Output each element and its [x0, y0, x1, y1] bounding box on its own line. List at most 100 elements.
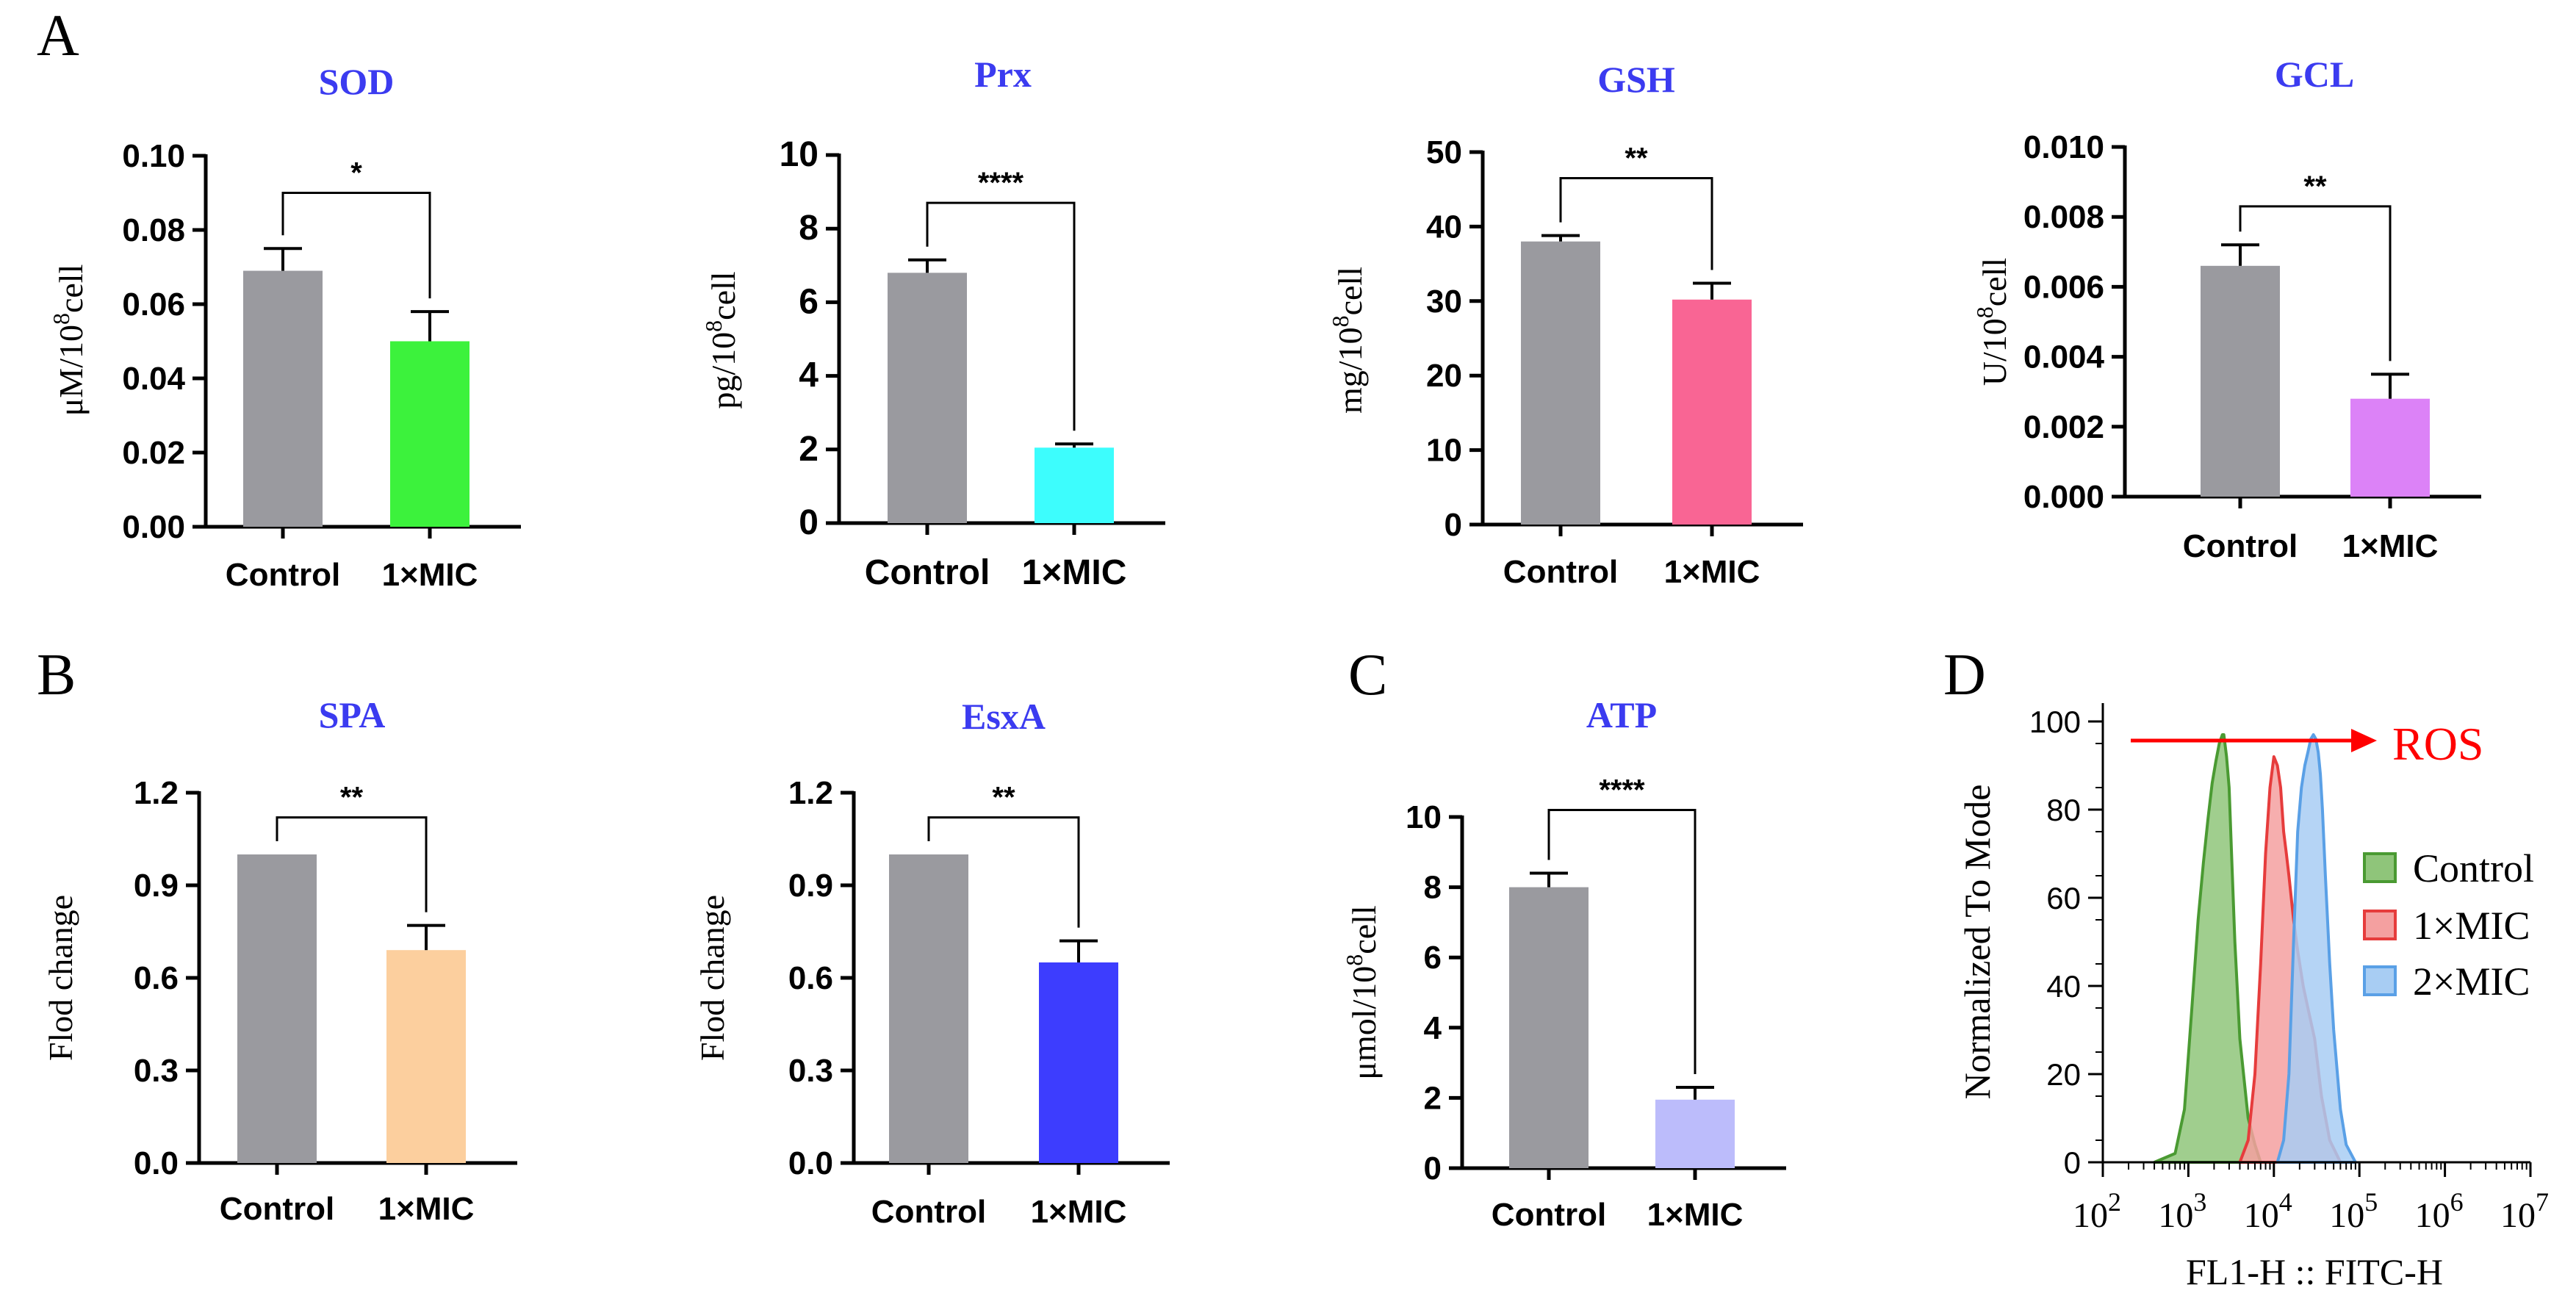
y-tick-label: 0.004 — [2023, 339, 2105, 375]
legend-label: Control — [2413, 846, 2534, 890]
significance-bracket — [2239, 205, 2392, 361]
y-tick-label: 8 — [799, 209, 819, 248]
bar-control — [243, 270, 323, 527]
y-tick-label: 8 — [1424, 870, 1442, 906]
ros-arrow-head — [2351, 729, 2377, 752]
spa-chart: SPA 0.0 0.3 0.6 0.9 1.2 Flod change Control 1×MI… — [42, 694, 517, 1227]
y-tick-label: 100 — [2029, 705, 2081, 739]
y-tick-label: 0 — [1424, 1151, 1442, 1187]
y-tick-label: 0.08 — [122, 212, 185, 248]
bar-control — [1509, 887, 1589, 1168]
legend-swatch-control — [2363, 852, 2397, 883]
panel-label-a: A — [37, 4, 79, 68]
significance-bracket — [927, 816, 1080, 928]
y-tick-label: 30 — [1426, 284, 1462, 320]
x-tick-label: 103 — [2158, 1187, 2206, 1235]
significance-stars: **** — [978, 167, 1024, 199]
category-label: 1×MIC — [378, 1191, 475, 1227]
y-tick-label: 0.9 — [788, 868, 833, 904]
bar-control — [237, 854, 317, 1163]
bar-control — [1521, 241, 1600, 525]
gsh-chart: GSH 0 10 20 30 40 50 mg/108cell Control 1×MIC ** — [1327, 59, 1803, 590]
category-label: Control — [871, 1194, 986, 1230]
bar-1mic — [386, 950, 466, 1163]
y-axis-label: μmol/108cell — [1341, 905, 1383, 1079]
significance-bracket — [1559, 176, 1713, 270]
significance-bracket — [281, 192, 431, 299]
y-tick-label: 0.010 — [2023, 129, 2104, 165]
y-tick-label: 0.06 — [122, 287, 185, 323]
legend-label: 2×MIC — [2413, 959, 2530, 1004]
y-tick-label: 0.00 — [122, 509, 185, 545]
y-axis-label: Flod change — [694, 895, 731, 1061]
y-tick-label: 2 — [799, 430, 819, 469]
category-label: 1×MIC — [382, 557, 478, 593]
chart-title: GSH — [1597, 59, 1675, 100]
y-tick-label: 10 — [1406, 799, 1442, 835]
chart-title: EsxA — [962, 696, 1046, 737]
y-tick-label: 0.3 — [134, 1053, 179, 1089]
panel-label-c: C — [1348, 643, 1387, 707]
y-tick-label: 50 — [1426, 134, 1462, 170]
x-tick-label: 107 — [2500, 1187, 2549, 1235]
esxa-chart: EsxA 0.0 0.3 0.6 0.9 1.2 Flod change Control 1×M… — [694, 696, 1170, 1230]
significance-bracket — [926, 201, 1076, 431]
gcl-chart: GCL 0.000 0.002 0.004 0.006 0.008 0.010 U/108ce… — [1971, 54, 2481, 564]
category-label: 1×MIC — [1022, 553, 1127, 592]
y-tick-label: 40 — [2046, 969, 2081, 1004]
significance-stars: ** — [1625, 142, 1648, 174]
x-tick-label: 106 — [2415, 1187, 2464, 1235]
y-tick-label: 0.10 — [122, 138, 185, 174]
y-tick-label: 6 — [799, 282, 819, 321]
bar-1mic — [390, 341, 469, 527]
bar-1mic — [1672, 299, 1752, 525]
prx-chart: Prx 0 2 4 6 8 10 pg/108cell Control 1×MIC **** — [700, 54, 1165, 592]
y-tick-label: 6 — [1424, 940, 1442, 976]
chart-title: GCL — [2275, 54, 2354, 95]
y-tick-label: 0 — [799, 503, 819, 542]
significance-stars: ** — [992, 782, 1015, 814]
bar-1mic — [2350, 398, 2430, 497]
legend-label: 1×MIC — [2413, 904, 2530, 948]
y-tick-label: 0.002 — [2023, 409, 2104, 445]
legend-swatch-2mic — [2363, 965, 2397, 996]
x-axis-label: FL1-H :: FITC-H — [2186, 1251, 2443, 1292]
y-axis-label: Flod change — [42, 895, 79, 1061]
significance-stars: ** — [340, 782, 364, 814]
category-label: Control — [1503, 554, 1618, 590]
x-tick-label: 104 — [2244, 1187, 2292, 1235]
category-label: Control — [220, 1191, 334, 1227]
y-tick-label: 0.6 — [134, 960, 179, 996]
y-axis-label: μM/108cell — [48, 264, 90, 417]
y-tick-label: 0.0 — [788, 1145, 833, 1181]
y-tick-label: 60 — [2046, 881, 2081, 915]
significance-stars: **** — [1599, 774, 1645, 806]
y-tick-label: 0.000 — [2023, 479, 2104, 515]
y-tick-label: 1.2 — [134, 775, 179, 811]
atp-chart: ATP 0 2 4 6 8 10 μmol/108cell Control 1×MIC **** — [1341, 694, 1786, 1233]
significance-stars: * — [350, 157, 362, 190]
y-tick-label: 80 — [2046, 793, 2081, 827]
significance-bracket — [276, 816, 428, 912]
y-tick-label: 1.2 — [788, 775, 833, 811]
y-tick-label: 0.02 — [122, 435, 185, 471]
x-tick-label: 105 — [2329, 1187, 2378, 1235]
category-label: 1×MIC — [2342, 528, 2439, 564]
chart-title: Prx — [974, 54, 1032, 95]
y-tick-label: 0 — [2064, 1145, 2081, 1180]
y-tick-label: 0.006 — [2023, 269, 2104, 305]
bar-1mic — [1035, 447, 1114, 523]
category-label: Control — [1492, 1197, 1606, 1233]
chart-title: ATP — [1586, 694, 1657, 735]
y-tick-label: 4 — [1424, 1010, 1442, 1046]
bar-control — [2201, 265, 2280, 497]
category-label: 1×MIC — [1031, 1194, 1127, 1230]
bar-control — [888, 273, 967, 523]
y-tick-label: 20 — [1426, 358, 1462, 394]
panel-label-d: D — [1943, 643, 1986, 707]
legend-swatch-1mic — [2363, 910, 2397, 940]
y-tick-label: 10 — [780, 135, 819, 174]
y-tick-label: 4 — [799, 356, 819, 395]
chart-title: SPA — [319, 694, 386, 735]
